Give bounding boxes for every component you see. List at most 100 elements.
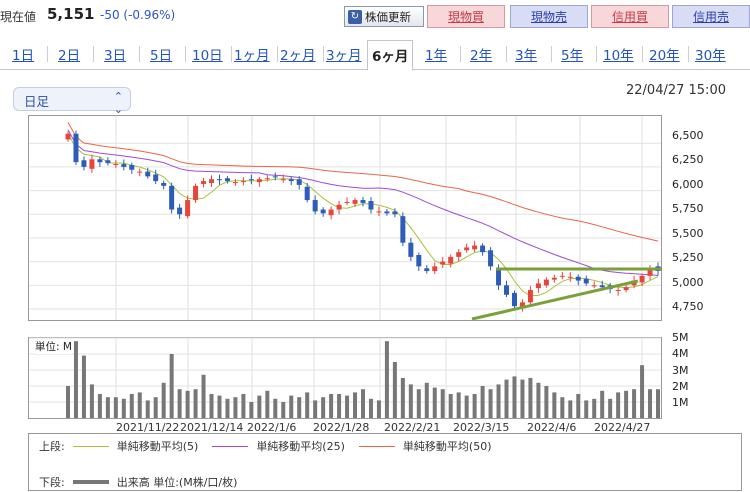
- candle-body: [504, 285, 510, 295]
- volume-bar: [472, 394, 477, 418]
- candle-body: [224, 178, 230, 182]
- legend-ma50-label: 単純移動平均(50): [402, 440, 492, 453]
- candle-body: [248, 179, 254, 181]
- volume-bar: [528, 378, 533, 418]
- candle-body: [296, 179, 302, 185]
- volume-unit-label: 単位: M: [35, 339, 72, 354]
- refresh-price-button[interactable]: ↻ 株価更新: [344, 6, 424, 27]
- candle-body: [527, 290, 533, 303]
- margin-buy-button[interactable]: 信用買: [591, 5, 669, 28]
- candle-body: [129, 165, 135, 170]
- candle-body: [591, 285, 597, 287]
- volume-bar: [185, 390, 190, 418]
- candle-body: [272, 176, 278, 178]
- tab-2m[interactable]: 2ヶ月: [280, 48, 316, 64]
- tab-separator: [596, 46, 597, 62]
- volume-bar: [89, 384, 94, 418]
- candle-body: [551, 277, 557, 280]
- volume-bar: [544, 386, 549, 418]
- volume-bar: [496, 384, 501, 418]
- volume-bar: [480, 386, 485, 418]
- candle-body: [368, 201, 374, 210]
- tab-3m[interactable]: 3ヶ月: [326, 48, 362, 64]
- legend-ma25-swatch: [212, 445, 249, 447]
- spot-sell-button[interactable]: 現物売: [510, 5, 588, 28]
- candle-body: [336, 204, 342, 210]
- volume-bar: [448, 394, 453, 418]
- volume-bar: [81, 355, 86, 418]
- candle-body: [615, 290, 621, 292]
- candle-body: [105, 160, 111, 164]
- tab-3d[interactable]: 3日: [104, 48, 127, 64]
- volume-bar: [97, 394, 102, 418]
- tab-30y[interactable]: 30年: [695, 48, 726, 64]
- volume-bar-chart: [28, 337, 662, 419]
- candle-body: [65, 133, 71, 140]
- legend-ma50: 単純移動平均(50): [358, 438, 492, 454]
- volume-bar: [408, 384, 413, 418]
- candle-body: [153, 174, 159, 182]
- candle-body: [440, 261, 446, 265]
- volume-bar: [384, 341, 389, 418]
- tab-5y[interactable]: 5年: [561, 48, 584, 64]
- volume-bar: [368, 398, 373, 418]
- candle-body: [639, 275, 645, 283]
- tab-1y[interactable]: 1年: [425, 48, 448, 64]
- candle-body: [193, 185, 199, 201]
- candle-body: [264, 178, 270, 180]
- volume-bar: [321, 397, 326, 418]
- candle-body: [448, 256, 454, 264]
- volume-bar: [169, 354, 174, 418]
- volume-bar: [416, 389, 421, 418]
- margin-sell-button[interactable]: 信用売: [672, 5, 750, 28]
- candle-body: [113, 164, 119, 166]
- tab-separator: [551, 46, 552, 62]
- interval-select[interactable]: 日足 ⌃ ⌄: [13, 87, 131, 116]
- tab-10y[interactable]: 10年: [603, 48, 634, 64]
- volume-bar: [193, 389, 198, 418]
- volume-bar: [584, 400, 589, 418]
- price-change: -50 (-0.96%): [100, 8, 176, 22]
- volume-bar: [73, 341, 78, 418]
- candle-body: [472, 245, 478, 250]
- volume-bar: [345, 395, 350, 418]
- volume-bar: [121, 398, 126, 418]
- volume-bar: [632, 389, 637, 418]
- volume-bar: [273, 398, 278, 418]
- candle-body: [559, 275, 565, 277]
- legend-ma25: 単純移動平均(25): [212, 438, 345, 454]
- volume-bar: [153, 397, 158, 418]
- candle-body: [535, 283, 541, 289]
- tab-separator: [231, 46, 232, 62]
- ma25-line: [67, 129, 659, 276]
- tab-2y[interactable]: 2年: [470, 48, 493, 64]
- price-plot-frame: [28, 115, 662, 321]
- candle-body: [312, 200, 318, 212]
- date-tick-label: 2022/2/21: [384, 421, 441, 434]
- volume-bar: [464, 395, 469, 418]
- legend-volume-swatch: [72, 480, 109, 484]
- tab-1m[interactable]: 1ヶ月: [234, 48, 270, 64]
- spot-buy-button[interactable]: 現物買: [427, 5, 505, 28]
- legend-ma5-swatch: [72, 445, 109, 447]
- candle-body: [81, 160, 87, 167]
- volume-bar: [432, 387, 437, 418]
- volume-tick-label: 3M: [672, 364, 689, 377]
- tab-separator: [642, 46, 643, 62]
- tab-3y[interactable]: 3年: [515, 48, 538, 64]
- volume-bar: [265, 390, 270, 418]
- tab-10d[interactable]: 10日: [192, 48, 223, 64]
- interval-select-value: 日足: [24, 94, 50, 109]
- tab-5d[interactable]: 5日: [150, 48, 173, 64]
- price-tick-label: 4,750: [672, 300, 704, 313]
- tab-2d[interactable]: 2日: [58, 48, 81, 64]
- tab-20y[interactable]: 20年: [649, 48, 680, 64]
- volume-bar: [608, 398, 613, 418]
- tab-1d[interactable]: 1日: [12, 48, 35, 64]
- volume-bar: [440, 389, 445, 418]
- date-tick-label: 2022/3/15: [453, 421, 510, 434]
- volume-bar: [552, 392, 557, 418]
- candle-body: [97, 159, 103, 163]
- tab-6m[interactable]: 6ヶ月: [367, 40, 414, 71]
- volume-bar: [161, 382, 166, 418]
